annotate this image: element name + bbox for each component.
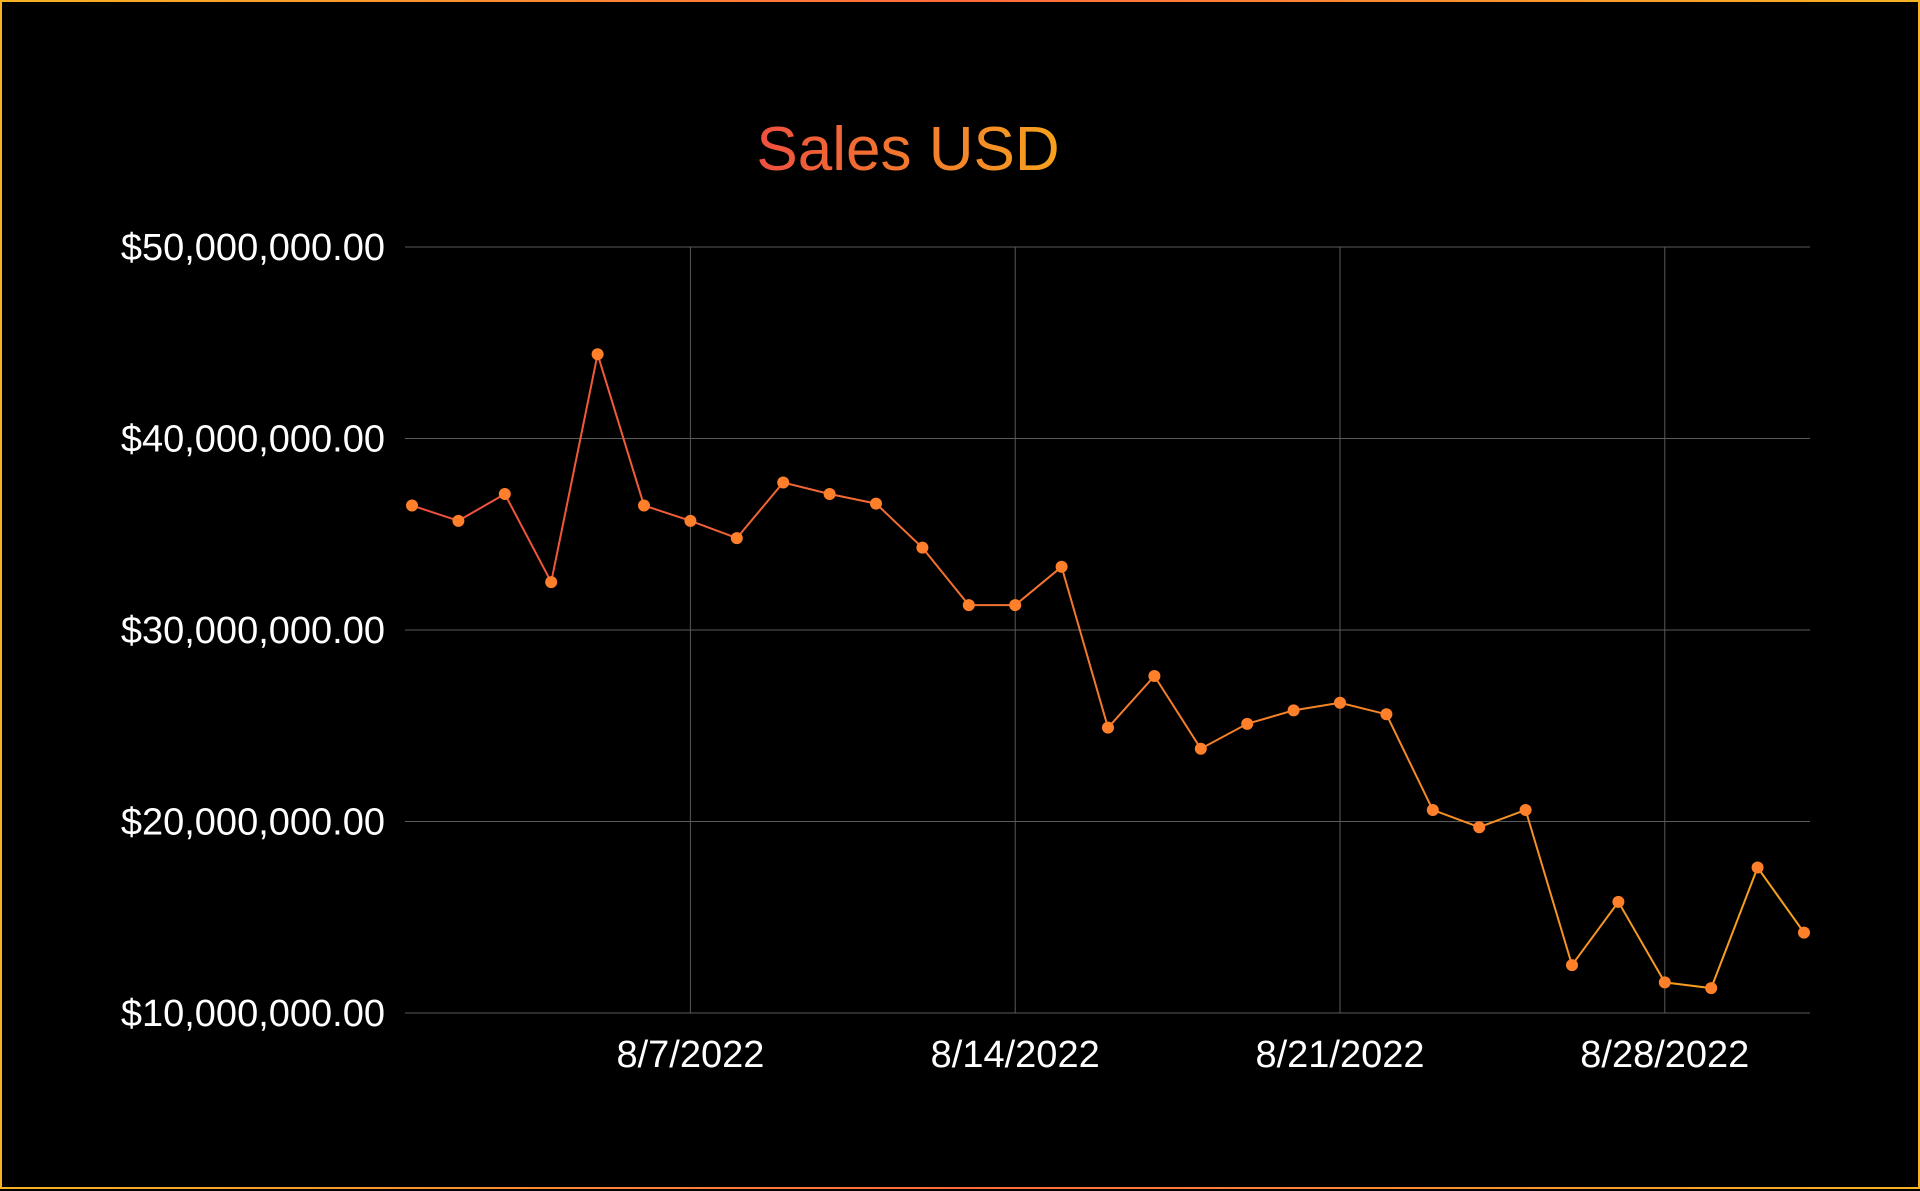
data-point bbox=[730, 532, 743, 545]
y-tick-label: $20,000,000.00 bbox=[121, 802, 385, 844]
data-point bbox=[916, 541, 929, 554]
data-point bbox=[452, 514, 465, 527]
data-point bbox=[870, 497, 882, 510]
sales-line bbox=[411, 353, 1805, 990]
y-tick-label: $50,000,000.00 bbox=[121, 227, 385, 269]
data-point bbox=[1705, 982, 1718, 995]
data-point bbox=[1287, 704, 1300, 717]
data-point bbox=[1519, 804, 1532, 817]
data-point bbox=[638, 499, 650, 512]
data-point bbox=[1658, 976, 1671, 989]
y-tick-label: $40,000,000.00 bbox=[121, 419, 385, 461]
y-axis-ticks: $50,000,000.00 $40,000,000.00 $30,000,000.… bbox=[121, 227, 385, 1035]
x-tick-label: 8/21/2022 bbox=[1255, 1034, 1424, 1076]
x-axis-ticks: 8/7/2022 8/14/2022 8/21/2022 8/28/2022 bbox=[616, 1034, 1749, 1076]
data-point bbox=[406, 499, 418, 512]
data-point bbox=[1751, 861, 1764, 874]
data-point bbox=[1009, 599, 1022, 612]
x-tick-label: 8/28/2022 bbox=[1580, 1034, 1749, 1076]
gridlines bbox=[405, 246, 1810, 1014]
data-point bbox=[1241, 717, 1254, 730]
data-point bbox=[684, 514, 697, 527]
data-point bbox=[777, 476, 790, 489]
data-point bbox=[1612, 895, 1625, 908]
data-point bbox=[591, 348, 604, 361]
data-point bbox=[545, 576, 558, 589]
data-point bbox=[1334, 696, 1346, 709]
data-point bbox=[1798, 926, 1810, 939]
data-point bbox=[1194, 742, 1207, 755]
data-point bbox=[1148, 669, 1161, 682]
data-point bbox=[1102, 721, 1114, 734]
data-point bbox=[1566, 959, 1578, 972]
data-point bbox=[823, 488, 836, 501]
data-point bbox=[1426, 804, 1439, 817]
y-tick-label: $30,000,000.00 bbox=[121, 610, 385, 652]
data-point bbox=[498, 488, 511, 501]
y-tick-label: $10,000,000.00 bbox=[121, 993, 385, 1035]
data-points bbox=[406, 348, 1810, 995]
chart-title: Sales USD bbox=[756, 115, 1059, 184]
data-point bbox=[1380, 708, 1393, 721]
data-point bbox=[1473, 821, 1486, 834]
x-tick-label: 8/14/2022 bbox=[931, 1034, 1100, 1076]
data-point bbox=[962, 599, 975, 612]
x-tick-label: 8/7/2022 bbox=[616, 1034, 764, 1076]
data-point bbox=[1055, 560, 1068, 573]
